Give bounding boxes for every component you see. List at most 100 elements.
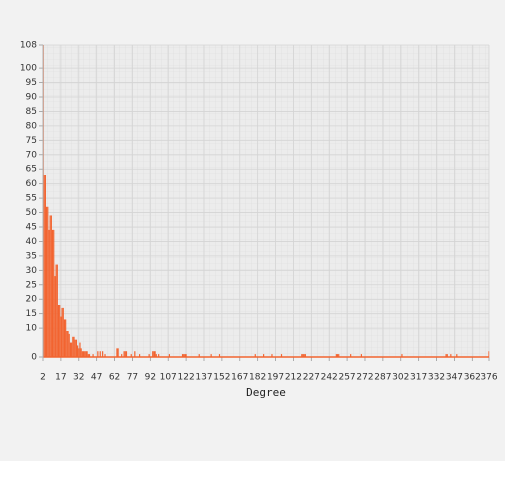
y-tick-label: 85 (26, 107, 37, 117)
bar (55, 264, 57, 357)
bar (263, 354, 265, 357)
x-tick-label: 47 (91, 373, 102, 383)
bar (123, 351, 125, 357)
bar (86, 351, 88, 357)
y-tick-label: 60 (26, 179, 38, 189)
bar (280, 354, 283, 357)
bar (198, 354, 200, 357)
bar (68, 333, 70, 357)
y-tick-label: 30 (26, 266, 38, 276)
bar (82, 351, 85, 357)
bar (84, 351, 86, 357)
bar (85, 351, 87, 357)
bar (488, 351, 490, 357)
bar (72, 336, 74, 357)
bar (49, 215, 51, 357)
x-tick-label: 62 (109, 373, 120, 383)
x-tick-label: 362 (464, 373, 481, 383)
y-tick-label: 45 (26, 223, 37, 233)
bar (80, 348, 82, 357)
bar (254, 354, 256, 357)
bar (336, 354, 339, 357)
y-tick-label: 90 (26, 93, 38, 103)
bar (124, 351, 126, 357)
bar (63, 319, 66, 357)
y-tick-label: 65 (26, 165, 37, 175)
x-tick-label: 302 (392, 373, 409, 383)
y-tick-label: 35 (26, 251, 37, 261)
bar (360, 354, 362, 357)
y-tick-label: 108 (20, 41, 37, 51)
grid (39, 44, 490, 361)
bar (44, 175, 46, 357)
bar (88, 354, 91, 357)
bar (117, 348, 119, 357)
bar (155, 354, 157, 357)
bar (116, 348, 118, 357)
bar (62, 307, 64, 357)
bar (61, 307, 63, 357)
bar (158, 354, 160, 357)
x-tick-label: 287 (374, 373, 391, 383)
bar (446, 354, 448, 357)
bar (304, 354, 306, 357)
bar (79, 342, 81, 357)
bar (78, 348, 80, 357)
y-tick-label: 25 (26, 280, 37, 290)
bar (66, 331, 68, 357)
bar (153, 351, 155, 357)
y-tick-label: 95 (26, 78, 37, 88)
bar (210, 354, 212, 357)
x-tick-label: 317 (410, 373, 427, 383)
bar (138, 354, 141, 357)
x-tick-label: 2 (40, 373, 46, 383)
bar (59, 305, 61, 357)
bar (60, 316, 62, 357)
bar (75, 339, 77, 357)
bar (51, 229, 54, 357)
x-tick-label: 212 (285, 373, 302, 383)
bar (48, 229, 50, 357)
y-tick-label: 10 (26, 324, 38, 334)
bar (71, 342, 73, 357)
y-tick-label: 80 (26, 121, 38, 131)
x-tick-label: 152 (213, 373, 230, 383)
bar (185, 354, 187, 357)
bar (183, 354, 185, 357)
bar (45, 206, 48, 357)
bar (104, 354, 106, 357)
x-tick-label: 376 (480, 373, 497, 383)
bar (67, 331, 69, 357)
bar (74, 339, 76, 357)
x-tick-label: 182 (249, 373, 266, 383)
bar (99, 351, 101, 357)
bar (47, 206, 49, 357)
y-tick-label: 70 (26, 150, 38, 160)
bar (43, 175, 45, 357)
bar (81, 351, 83, 357)
bar (50, 215, 52, 357)
bar (102, 351, 104, 357)
plot-background (43, 45, 489, 357)
bar (76, 345, 79, 357)
x-tick-label: 167 (231, 373, 248, 383)
x-axis-title: Degree (246, 386, 286, 399)
x-tick-label: 257 (338, 373, 355, 383)
bar (154, 351, 156, 357)
y-tick-label: 50 (26, 208, 38, 218)
tick-labels: 0 10 15 20 25 30 35 40 45 50 55 60 65 70 75 80 85 90 95 100… (20, 41, 498, 383)
bar (57, 305, 60, 357)
bar (53, 229, 55, 357)
bar (65, 319, 67, 357)
bar (152, 351, 154, 357)
bars (43, 45, 490, 357)
x-tick-label: 92 (145, 373, 156, 383)
x-tick-label: 347 (446, 373, 463, 383)
bar (401, 354, 403, 357)
y-tick-label: 20 (26, 295, 38, 305)
bar (302, 354, 304, 357)
y-tick-label: 0 (31, 353, 37, 363)
bar (303, 354, 305, 357)
bar (54, 276, 56, 357)
